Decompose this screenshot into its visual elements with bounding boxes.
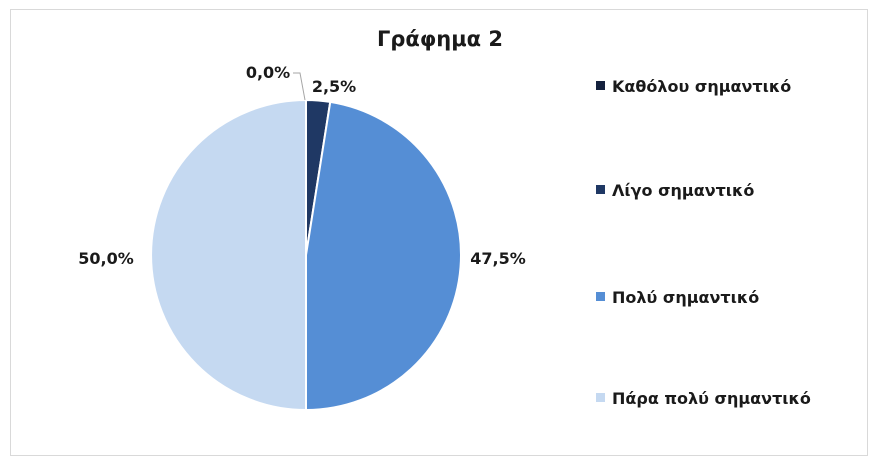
legend-marker [596, 81, 605, 90]
chart-frame [10, 9, 868, 456]
data-label: 0,0% [246, 63, 290, 82]
legend-marker [596, 185, 605, 194]
data-label: 47,5% [470, 249, 526, 268]
legend-item: Λίγο σημαντικό [596, 181, 754, 200]
pie-slice [305, 100, 462, 412]
legend-label: Λίγο σημαντικό [612, 181, 754, 200]
legend-label: Πάρα πολύ σημαντικό [612, 389, 811, 408]
data-label: 50,0% [78, 249, 134, 268]
legend-label: Καθόλου σημαντικό [612, 77, 791, 96]
chart-title: Γράφημα 2 [377, 27, 503, 51]
legend-item: Πάρα πολύ σημαντικό [596, 389, 811, 408]
legend-item: Πολύ σημαντικό [596, 288, 759, 307]
leader-line [293, 72, 306, 101]
data-label: 2,5% [312, 77, 356, 96]
legend-marker [596, 292, 605, 301]
legend-item: Καθόλου σημαντικό [596, 77, 791, 96]
legend-marker [596, 393, 605, 402]
legend-label: Πολύ σημαντικό [612, 288, 759, 307]
pie-slice [150, 98, 307, 412]
